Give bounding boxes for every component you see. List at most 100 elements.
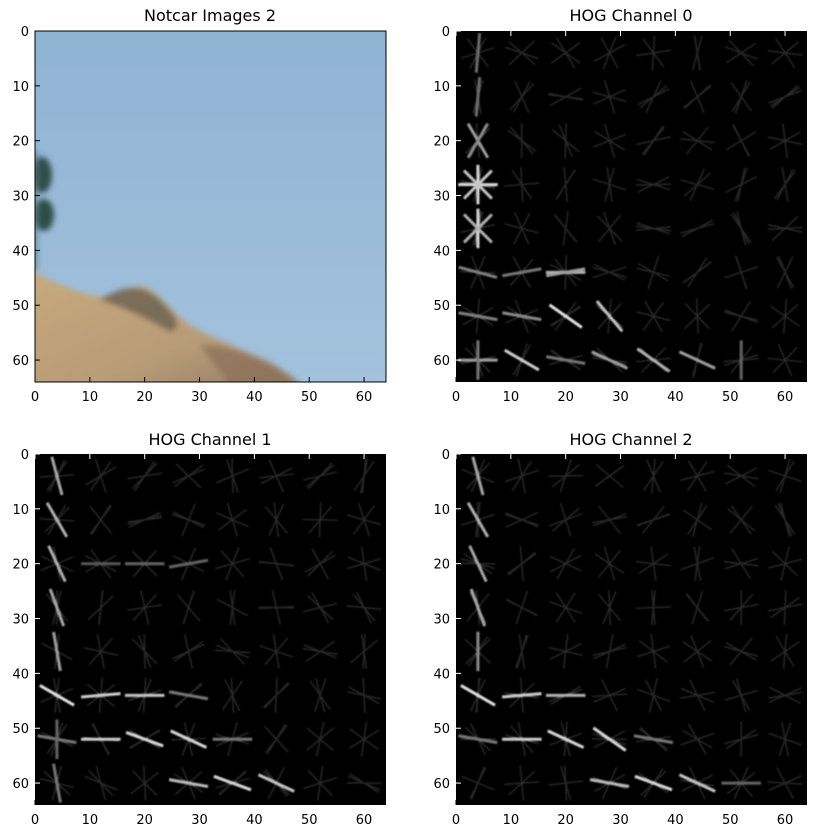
panel-title-hog0: HOG Channel 0 <box>569 6 693 25</box>
hog-stroke <box>458 734 498 745</box>
y-tick-label: 10 <box>433 503 450 518</box>
hog-stroke-faint <box>359 458 369 494</box>
hog-stroke-faint <box>593 687 626 703</box>
hog-stroke-faint <box>175 463 202 489</box>
hog-stroke-faint <box>347 558 382 570</box>
hog-stroke-faint <box>225 547 240 581</box>
hog-stroke-faint <box>229 590 236 626</box>
hog-stroke-faint <box>94 458 107 493</box>
hog-stroke-faint <box>767 781 803 785</box>
hog-stroke-faint <box>774 37 796 69</box>
hog-stroke-faint <box>593 44 626 62</box>
hog-stroke <box>45 501 69 538</box>
x-tick-label: 50 <box>722 813 739 828</box>
y-tick-label: 40 <box>433 667 450 682</box>
hog-stroke-faint <box>637 176 670 193</box>
hog-stroke <box>503 348 540 372</box>
x-tick-label: 20 <box>136 813 153 828</box>
hog-stroke-faint <box>684 303 711 330</box>
x-tick-label: 30 <box>612 390 629 405</box>
hog-stroke-faint <box>128 511 161 528</box>
hog-stroke-faint <box>549 643 582 660</box>
hill-shadow <box>100 287 178 332</box>
hog-stroke <box>168 778 209 788</box>
hog-stroke-faint <box>642 38 665 68</box>
hog-stroke-faint <box>348 729 380 749</box>
hog-stroke-faint <box>771 551 799 577</box>
y-tick-label: 0 <box>21 448 29 463</box>
x-tick-label: 10 <box>82 813 99 828</box>
hog-stroke-faint <box>731 679 751 711</box>
hog-stroke <box>633 734 674 745</box>
hog-stroke-faint <box>130 771 160 795</box>
hog-stroke-faint <box>350 639 378 664</box>
hog-stroke <box>47 545 67 583</box>
y-tick-label: 0 <box>442 25 450 40</box>
hog-stroke-faint <box>469 767 487 800</box>
x-tick-label: 20 <box>557 390 574 405</box>
y-tick-label: 20 <box>12 135 29 150</box>
hog-stroke <box>170 729 208 749</box>
hog-stroke-faint <box>598 505 621 535</box>
x-tick-label: 60 <box>777 390 794 405</box>
hog-stroke-faint <box>89 505 113 535</box>
x-tick-label: 40 <box>246 813 263 828</box>
hog-stroke-faint <box>271 590 281 625</box>
hog-stroke-faint <box>181 503 196 537</box>
hog-stroke <box>589 778 630 788</box>
hog-background <box>456 454 807 805</box>
y-tick-label: 60 <box>433 777 450 792</box>
hog-stroke-faint <box>647 255 660 290</box>
hog-stroke-faint <box>730 504 752 535</box>
x-tick-label: 60 <box>356 390 373 405</box>
panel-title-notcar: Notcar Images 2 <box>143 6 277 25</box>
hog-stroke-faint <box>564 123 567 159</box>
x-tick-label: 10 <box>503 390 520 405</box>
hog-stroke-faint <box>226 502 239 537</box>
hog-stroke-faint <box>231 458 234 494</box>
hog-stroke <box>39 684 75 707</box>
hog-stroke-faint <box>220 638 245 665</box>
hog-stroke-faint <box>98 590 104 626</box>
hog-stroke-faint <box>636 136 671 146</box>
hog-stroke <box>545 267 586 278</box>
hog-stroke-faint <box>724 266 759 279</box>
hog-stroke-faint <box>635 561 671 567</box>
y-tick-label: 50 <box>12 722 29 737</box>
hog-stroke-faint <box>140 590 150 625</box>
hog-stroke-faint <box>770 596 800 619</box>
hog-stroke-faint <box>731 300 752 332</box>
hog-stroke <box>458 265 498 279</box>
y-tick-label: 0 <box>442 448 450 463</box>
hog-stroke-faint <box>687 460 708 491</box>
hog-stroke-faint <box>346 514 382 526</box>
x-tick-label: 0 <box>31 813 39 828</box>
panel-title-hog2: HOG Channel 2 <box>569 430 693 449</box>
hog-stroke <box>678 350 716 370</box>
hog-stroke-faint <box>592 266 627 279</box>
hog-stroke-faint <box>518 633 526 669</box>
y-tick-label: 30 <box>12 613 29 628</box>
hog-stroke <box>547 729 585 749</box>
hog-stroke-faint <box>269 547 284 581</box>
hog-stroke-faint <box>309 680 331 711</box>
hog-stroke <box>168 558 209 569</box>
hog-stroke-faint <box>603 546 616 581</box>
hog-stroke-faint <box>308 506 333 534</box>
hog-stroke-faint <box>729 593 754 622</box>
hog-stroke <box>52 763 62 803</box>
hog-stroke <box>595 300 624 333</box>
hog-stroke-faint <box>637 88 670 106</box>
y-tick-label: 60 <box>433 354 450 369</box>
hog-stroke-faint <box>732 124 751 157</box>
hog-stroke-faint <box>771 303 799 329</box>
hog-stroke <box>48 588 66 627</box>
hog-stroke-faint <box>606 167 613 203</box>
tree-top <box>35 157 52 193</box>
hog-stroke-faint <box>724 733 759 745</box>
hog-stroke-faint <box>508 40 536 66</box>
hog-stroke <box>458 311 498 322</box>
